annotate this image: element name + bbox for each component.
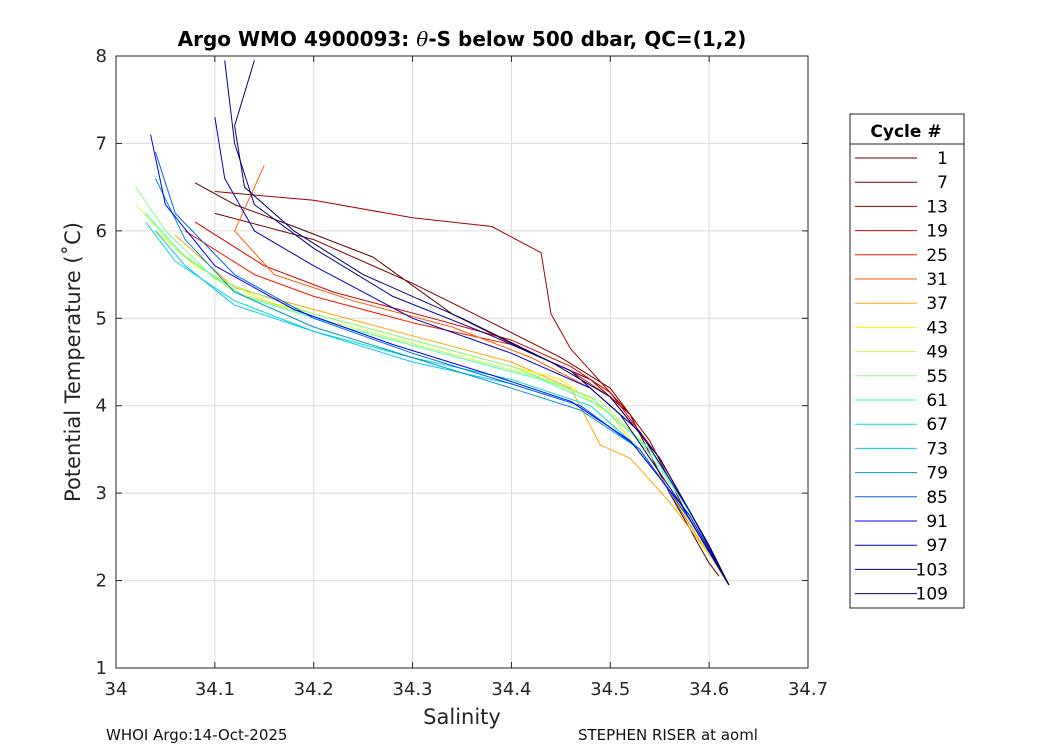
legend-label-cycle-31: 31 — [926, 270, 948, 290]
x-tick-label: 34.6 — [689, 679, 729, 700]
footer-credit-left: WHOI Argo:14-Oct-2025 — [106, 726, 288, 744]
legend-label-cycle-103: 103 — [916, 560, 948, 580]
x-tick-label: 34.1 — [195, 679, 235, 700]
series-group — [135, 60, 730, 586]
x-axis-ticks: 34 34.1 34.2 34.3 34.4 34.5 34.6 34.7 — [105, 56, 828, 700]
y-tick-label: 4 — [96, 396, 107, 417]
legend-label-cycle-67: 67 — [926, 415, 948, 435]
y-axis-label: Potential Temperature (˚C) — [61, 222, 85, 502]
y-tick-label: 6 — [96, 221, 107, 242]
legend-label-cycle-91: 91 — [926, 512, 948, 532]
chart-title: Argo WMO 4900093: θ-S below 500 dbar, QC… — [178, 27, 747, 51]
legend-title: Cycle # — [870, 122, 941, 142]
legend-label-cycle-37: 37 — [926, 294, 948, 314]
legend-label-cycle-85: 85 — [926, 488, 948, 508]
x-axis-label: Salinity — [423, 705, 501, 729]
y-tick-label: 1 — [96, 658, 107, 679]
chart-title-theta: θ — [416, 27, 428, 51]
legend-label-cycle-73: 73 — [926, 439, 948, 459]
x-tick-label: 34 — [105, 679, 128, 700]
series-line-cycle-7 — [214, 212, 730, 586]
legend-label-cycle-13: 13 — [926, 197, 948, 217]
x-tick-label: 34.7 — [788, 679, 828, 700]
legend-label-cycle-97: 97 — [926, 536, 948, 556]
series-line-cycle-97 — [214, 117, 730, 586]
x-tick-label: 34.4 — [491, 679, 531, 700]
x-tick-label: 34.3 — [393, 679, 433, 700]
legend-label-cycle-61: 61 — [926, 391, 948, 411]
legend-label-cycle-1: 1 — [937, 149, 948, 169]
series-line-cycle-37 — [174, 234, 730, 586]
chart-title-prefix: Argo WMO 4900093: — [178, 27, 417, 51]
legend-label-cycle-19: 19 — [926, 222, 948, 242]
chart-title-suffix: -S below 500 dbar, QC=(1,2) — [428, 27, 746, 51]
x-tick-label: 34.2 — [294, 679, 334, 700]
series-line-cycle-61 — [145, 213, 730, 586]
series-line-cycle-103 — [224, 60, 730, 586]
legend-label-cycle-49: 49 — [926, 343, 948, 363]
footer-credit-right: STEPHEN RISER at aoml — [578, 726, 758, 744]
series-line-cycle-55 — [135, 186, 730, 586]
legend-label-cycle-109: 109 — [916, 585, 948, 605]
y-axis-ticks: 1 2 3 4 5 6 7 8 — [96, 46, 808, 679]
series-line-cycle-91 — [150, 134, 730, 586]
y-tick-label: 5 — [96, 308, 107, 329]
plot-area — [116, 56, 808, 668]
legend-label-cycle-7: 7 — [937, 173, 948, 193]
plot-frame — [115, 55, 809, 669]
series-line-cycle-109 — [234, 60, 730, 586]
y-tick-label: 8 — [96, 46, 107, 67]
y-tick-label: 7 — [96, 133, 107, 154]
series-line-cycle-13 — [214, 191, 730, 586]
y-tick-label: 3 — [96, 483, 107, 504]
legend-label-cycle-55: 55 — [926, 367, 948, 387]
y-tick-label: 2 — [96, 571, 107, 592]
legend-label-cycle-79: 79 — [926, 464, 948, 484]
legend-label-cycle-25: 25 — [926, 246, 948, 266]
legend: Cycle # 1 7 13 19 25 31 37 43 49 55 61 67 73 79 85 91 97… — [849, 113, 965, 609]
legend-label-cycle-43: 43 — [926, 318, 948, 338]
x-tick-label: 34.5 — [590, 679, 630, 700]
legend-box — [849, 113, 965, 609]
